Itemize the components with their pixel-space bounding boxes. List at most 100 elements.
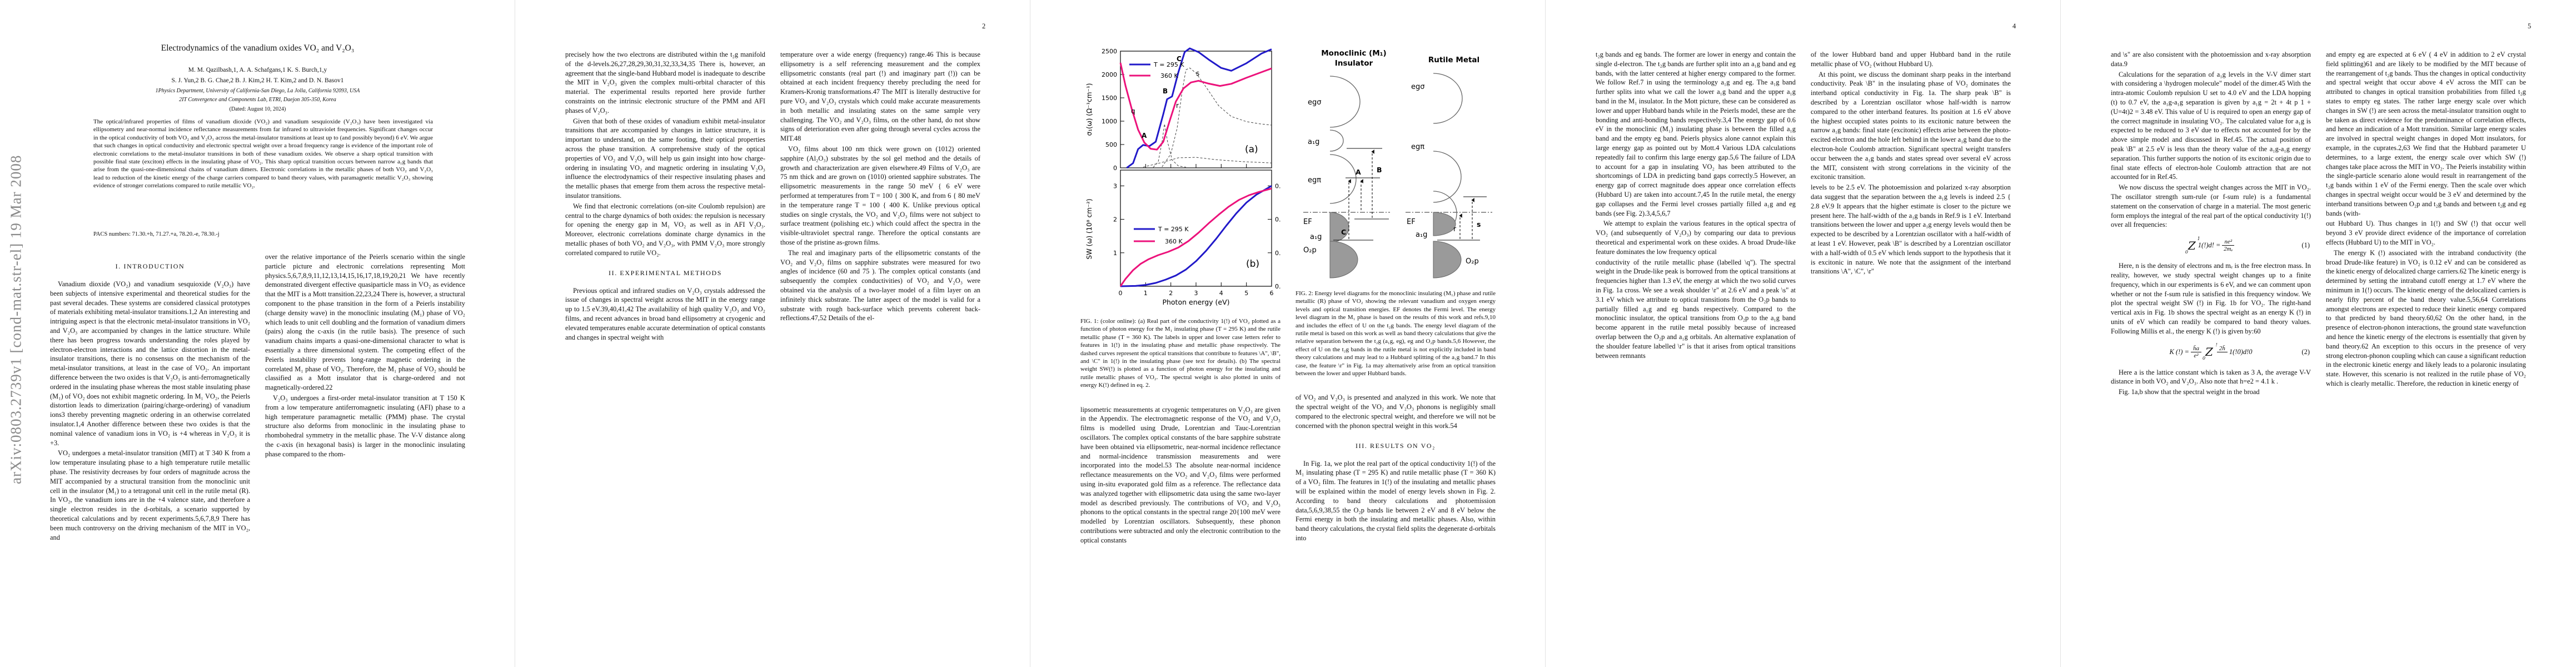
paragraph: Here a is the lattice constant which is … bbox=[2111, 368, 2311, 386]
fig2-monoclinic-labels: egσ a₁g egπ EF a₁g O₂p bbox=[1303, 98, 1322, 255]
svg-text:2: 2 bbox=[1169, 290, 1173, 297]
svg-text:Monoclinic (M₁): Monoclinic (M₁) bbox=[1321, 49, 1386, 58]
section-heading: II. EXPERIMENTAL METHODS bbox=[609, 268, 722, 277]
page-number: 4 bbox=[2012, 22, 2016, 30]
pacs-numbers: PACS numbers: 71.30.+h, 71.27.+a, 78.20.… bbox=[93, 231, 220, 237]
page4-column-left: t₂g bands and eg bands. The former are l… bbox=[1596, 49, 1796, 608]
paragraph: of the lower Hubbard band and upper Hubb… bbox=[1811, 51, 2011, 68]
figure-2-caption: FIG. 2: Energy level diagrams for the mo… bbox=[1296, 290, 1496, 377]
svg-text:3: 3 bbox=[1194, 290, 1198, 297]
paragraph: We now discuss the spectral weight chang… bbox=[2111, 183, 2311, 229]
svg-text:2500: 2500 bbox=[1102, 48, 1117, 55]
dated-line: (Dated: August 10, 2024) bbox=[229, 106, 286, 112]
paragraph: out Hubbard U). Thus changes in 1(!) and… bbox=[2326, 220, 2526, 246]
fig2-transition-arrows-rutile bbox=[1459, 198, 1474, 239]
svg-text:a₁g: a₁g bbox=[1308, 138, 1319, 146]
paragraph: over the relative importance of the Peie… bbox=[265, 253, 465, 392]
fig2-rutile-bands bbox=[1433, 73, 1463, 236]
equation-number: (1) bbox=[2301, 241, 2310, 250]
page-1: arXiv:0803.2739v1 [cond-mat.str-el] 19 M… bbox=[0, 0, 515, 667]
svg-text:egπ: egπ bbox=[1411, 143, 1424, 151]
page-number: 5 bbox=[2528, 22, 2532, 30]
svg-text:1: 1 bbox=[1144, 290, 1148, 297]
figure-2-diagram: Monoclinic (M₁) Insulator Rutile Metal bbox=[1303, 49, 1492, 278]
fig1-panel-a-legend: T = 295 K 360 K bbox=[1129, 61, 1184, 79]
svg-text:0.4: 0.4 bbox=[1275, 216, 1280, 223]
fig2-rutile-labels: egσ egπ EF a₁g O₂p bbox=[1407, 83, 1479, 266]
svg-text:A: A bbox=[1142, 132, 1147, 140]
svg-text:500: 500 bbox=[1105, 141, 1117, 148]
paragraph: Vanadium dioxide (VO₂) and vanadium sesq… bbox=[50, 280, 250, 447]
fig1a-curve-295k bbox=[1126, 47, 1272, 169]
paragraph: lipsometric measurements at cryogenic te… bbox=[1080, 405, 1280, 544]
section-heading: III. RESULTS ON VO₂ bbox=[1356, 441, 1436, 450]
svg-text:T = 295 K: T = 295 K bbox=[1158, 226, 1189, 233]
svg-text:T = 295 K: T = 295 K bbox=[1153, 61, 1184, 68]
svg-text:A: A bbox=[1356, 168, 1361, 176]
fig1b-curve-360k bbox=[1119, 187, 1272, 287]
fig1-feature-labels: q A B r C s (a) bbox=[1131, 55, 1258, 155]
svg-text:B: B bbox=[1377, 166, 1382, 174]
fig2-monoclinic-a1g-filled-band bbox=[1329, 212, 1349, 243]
svg-text:O₂p: O₂p bbox=[1303, 246, 1317, 255]
page3-column-right: Monoclinic (M₁) Insulator Rutile Metal bbox=[1296, 46, 1496, 608]
page-4: 4 t₂g bands and eg bands. The former are… bbox=[1546, 0, 2061, 667]
svg-text:6: 6 bbox=[1270, 290, 1274, 297]
svg-text:r: r bbox=[1176, 102, 1179, 109]
svg-text:4: 4 bbox=[1219, 290, 1223, 297]
fig2-monoclinic-bands bbox=[1329, 76, 1361, 204]
svg-text:B: B bbox=[1163, 87, 1168, 95]
svg-text:EF: EF bbox=[1303, 218, 1312, 226]
svg-text:egσ: egσ bbox=[1308, 98, 1322, 107]
paragraph: levels to be 2.5 eV. The photoemission a… bbox=[1811, 183, 2011, 276]
svg-text:0: 0 bbox=[1113, 165, 1117, 172]
page-2: 2 precisely how the two electrons are di… bbox=[515, 0, 1030, 667]
paragraph: and \s" are also consistent with the pho… bbox=[2111, 51, 2311, 68]
svg-text:1000: 1000 bbox=[1102, 118, 1117, 125]
fig2-monoclinic-o2p-band bbox=[1329, 241, 1358, 278]
svg-text:0.2: 0.2 bbox=[1275, 250, 1280, 257]
section-heading: I. INTRODUCTION bbox=[115, 262, 185, 270]
svg-text:a₁g: a₁g bbox=[1310, 233, 1322, 241]
equation-number: (2) bbox=[2301, 347, 2310, 356]
paragraph: Previous optical and infrared studies on… bbox=[565, 286, 765, 341]
fig1-panel-b-legend: T = 295 K 360 K bbox=[1134, 226, 1189, 245]
paragraph: In Fig. 1a, we plot the real part of the… bbox=[1296, 459, 1496, 542]
page3-column-left: 0 500 1000 1500 2000 2500 σ₁(ω) (Ω⁻¹cm⁻¹) bbox=[1080, 46, 1280, 608]
paragraph: We find that electronic correlations (on… bbox=[565, 202, 765, 257]
fig1-xlabel: Photon energy (eV) bbox=[1162, 298, 1229, 306]
svg-text:s: s bbox=[1196, 69, 1199, 77]
fig1-panel-a-ticks bbox=[1120, 51, 1272, 168]
paragraph: temperature over a wide energy (frequenc… bbox=[780, 51, 980, 143]
page1-column-right: over the relative importance of the Peie… bbox=[265, 251, 465, 608]
figure-1-caption: FIG. 1: (color online): (a) Real part of… bbox=[1080, 318, 1280, 389]
paragraph: of VO₂ and V₂O₃ is presented and analyze… bbox=[1296, 394, 1496, 430]
fig2-rutile-a1g-filled-band bbox=[1433, 212, 1456, 236]
authors-line-2: S. J. Yun,2 B. G. Chae,2 B. J. Kim,2 H. … bbox=[171, 77, 344, 84]
page4-column-right: of the lower Hubbard band and upper Hubb… bbox=[1811, 49, 2011, 608]
fig2-monoclinic-levels bbox=[1333, 148, 1389, 241]
svg-text:0.0: 0.0 bbox=[1275, 283, 1280, 290]
svg-text:C: C bbox=[1177, 55, 1182, 63]
svg-text:360 K: 360 K bbox=[1165, 238, 1183, 245]
page5-column-right: and empty eg are expected at 6 eV ( 4 eV… bbox=[2326, 49, 2526, 608]
paragraph: At this point, we discuss the dominant s… bbox=[1811, 70, 2011, 181]
svg-text:3: 3 bbox=[1113, 182, 1117, 190]
page1-column-left: I. INTRODUCTION Vanadium dioxide (VO₂) an… bbox=[50, 251, 250, 608]
paragraph: The energy K (!) associated with the int… bbox=[2326, 248, 2526, 387]
page-3: 0 500 1000 1500 2000 2500 σ₁(ω) (Ω⁻¹cm⁻¹) bbox=[1030, 0, 1546, 667]
svg-text:Insulator: Insulator bbox=[1335, 59, 1373, 68]
page-5: 5 and \s" are also consistent with the p… bbox=[2061, 0, 2576, 667]
svg-text:2000: 2000 bbox=[1102, 71, 1117, 78]
page5-column-left: and \s" are also consistent with the pho… bbox=[2111, 49, 2311, 608]
svg-text:egπ: egπ bbox=[1308, 176, 1321, 185]
paragraph: We attempt to explain the various featur… bbox=[1596, 220, 1796, 256]
paragraph: V₂O₃ undergoes a first-order metal-insul… bbox=[265, 394, 465, 458]
figure-1-chart: 0 500 1000 1500 2000 2500 σ₁(ω) (Ω⁻¹cm⁻¹) bbox=[1085, 47, 1280, 306]
fig1-panel-a-ylabel: σ₁(ω) (Ω⁻¹cm⁻¹) bbox=[1085, 83, 1093, 136]
page2-column-left: precisely how the two electrons are dist… bbox=[565, 49, 765, 608]
svg-text:Rutile Metal: Rutile Metal bbox=[1428, 56, 1479, 64]
fig1a-curve-360k bbox=[1119, 62, 1272, 151]
svg-text:q: q bbox=[1131, 107, 1135, 115]
